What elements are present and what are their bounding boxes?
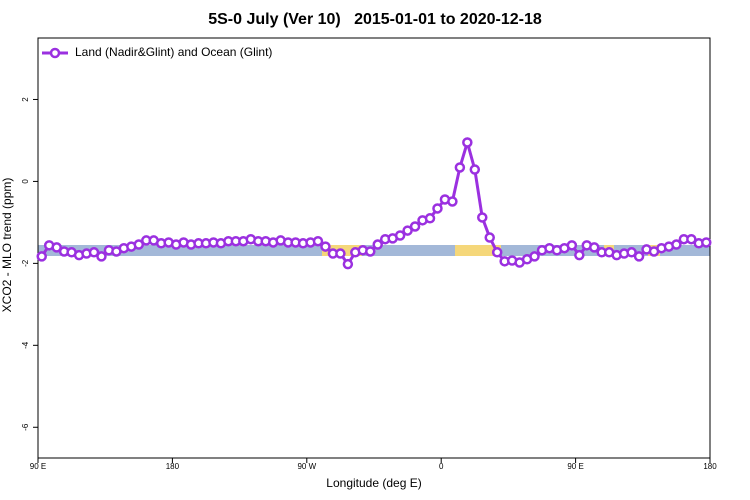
data-point [133,239,145,250]
x-tick-label: 0 [439,462,444,471]
data-point [320,241,331,252]
data-point [469,164,481,175]
chart-title: 5S-0 July (Ver 10) 2015-01-01 to 2020-12… [208,11,542,28]
data-point [402,225,413,236]
data-point [477,212,488,223]
y-tick-label: -6 [21,423,30,431]
x-tick-label: 90 W [297,462,316,471]
data-point [701,237,712,248]
y-tick-label: -2 [21,259,30,267]
data-point [432,203,443,214]
data-point [335,248,346,259]
data-point [394,230,406,241]
legend-label: Land (Nadir&Glint) and Ocean (Glint) [75,45,272,59]
data-point [626,247,637,258]
data-point [342,258,354,270]
data-point [566,240,578,251]
data-point [491,247,503,258]
x-tick-label: 180 [166,462,180,471]
y-axis-label: XCO2 - MLO trend (ppm) [0,178,14,313]
data-point [484,232,495,243]
x-tick-label: 180 [703,462,717,471]
data-point [365,246,376,257]
legend: Land (Nadir&Glint) and Ocean (Glint) [42,45,272,59]
data-point [447,196,458,207]
legend-marker [49,47,61,59]
land-band [455,245,501,256]
data-point [96,251,107,262]
data-point [529,251,540,262]
y-tick-label: 2 [21,97,30,102]
data-point [633,251,645,262]
data-point [88,247,100,258]
x-tick-label: 90 E [30,462,46,471]
data-point [671,239,682,250]
plot-frame [37,37,711,459]
data-point [409,221,421,232]
data-point [51,242,62,253]
data-point [574,249,585,261]
data-point [686,233,697,245]
data-point [462,137,473,148]
data-point [454,162,466,173]
y-tick-label: 0 [21,179,30,184]
data-point [372,239,383,250]
data-point [312,235,324,247]
y-tick-label: -4 [21,341,30,349]
data-point [424,213,436,224]
x-tick-label: 90 E [567,462,583,471]
data-point [36,251,47,262]
data-point [589,242,600,253]
x-axis-label: Longitude (deg E) [326,476,421,490]
